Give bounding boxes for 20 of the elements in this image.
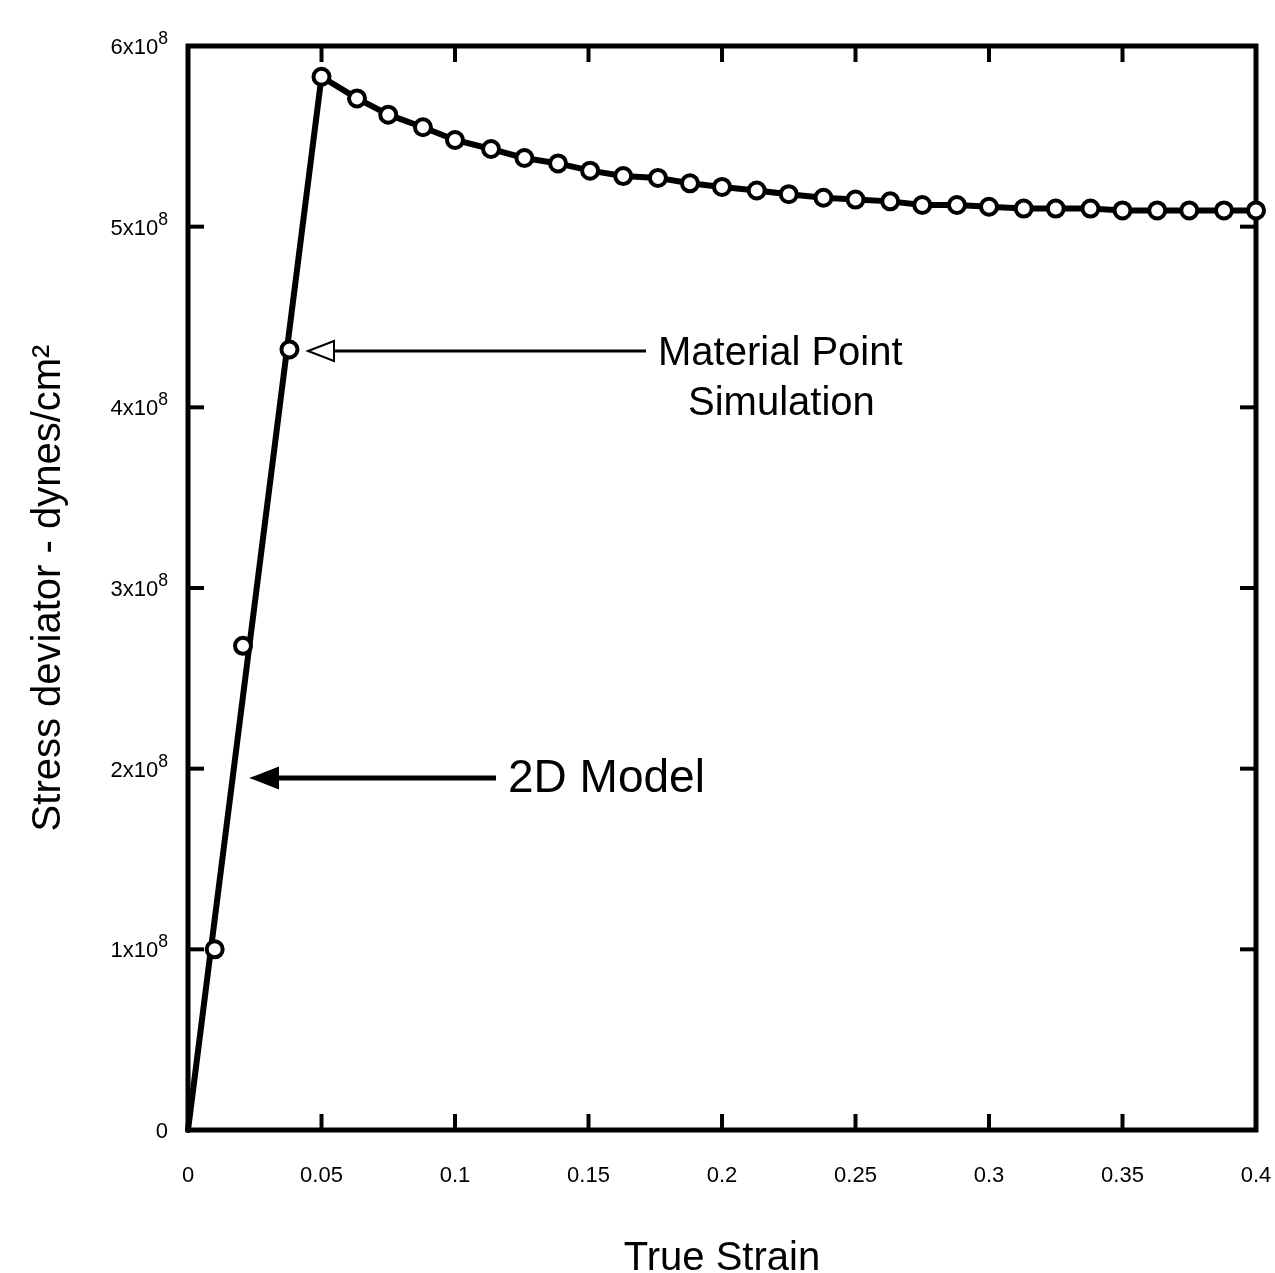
y-axis-title: Stress deviator - dynes/cm²: [24, 344, 68, 832]
y-tick-label: 3x10$^{8}$: [110, 570, 169, 601]
y-tick-label: 5x10$^{8}$: [110, 208, 169, 240]
x-tick-label: 0.2: [706, 1162, 738, 1187]
x-tick-label: 0.4: [1240, 1162, 1272, 1187]
y-tick-label: 6x10$^{8}$: [110, 28, 169, 59]
x-tick-label: 0.05: [300, 1162, 343, 1187]
x-tick-label: 0.25: [834, 1162, 877, 1187]
x-tick-label: 0: [181, 1162, 195, 1187]
annotation: 2D Model: [508, 750, 705, 802]
x-axis-title: True Strain: [623, 1234, 821, 1273]
x-tick-label: 0.3: [973, 1162, 1005, 1187]
y-tick-label: 1x10$^{8}$: [110, 931, 169, 963]
x-tick-label: 0.15: [567, 1162, 610, 1187]
x-tick-label: 0.35: [1101, 1162, 1144, 1187]
annotation: Material Point Simulation: [658, 329, 903, 423]
y-tick-label: 4x10$^{8}$: [110, 389, 169, 421]
x-tick-label: 0.1: [439, 1162, 471, 1187]
y-tick-label: 0: [155, 1118, 168, 1143]
y-tick-label: 2x10$^{8}$: [110, 750, 169, 782]
